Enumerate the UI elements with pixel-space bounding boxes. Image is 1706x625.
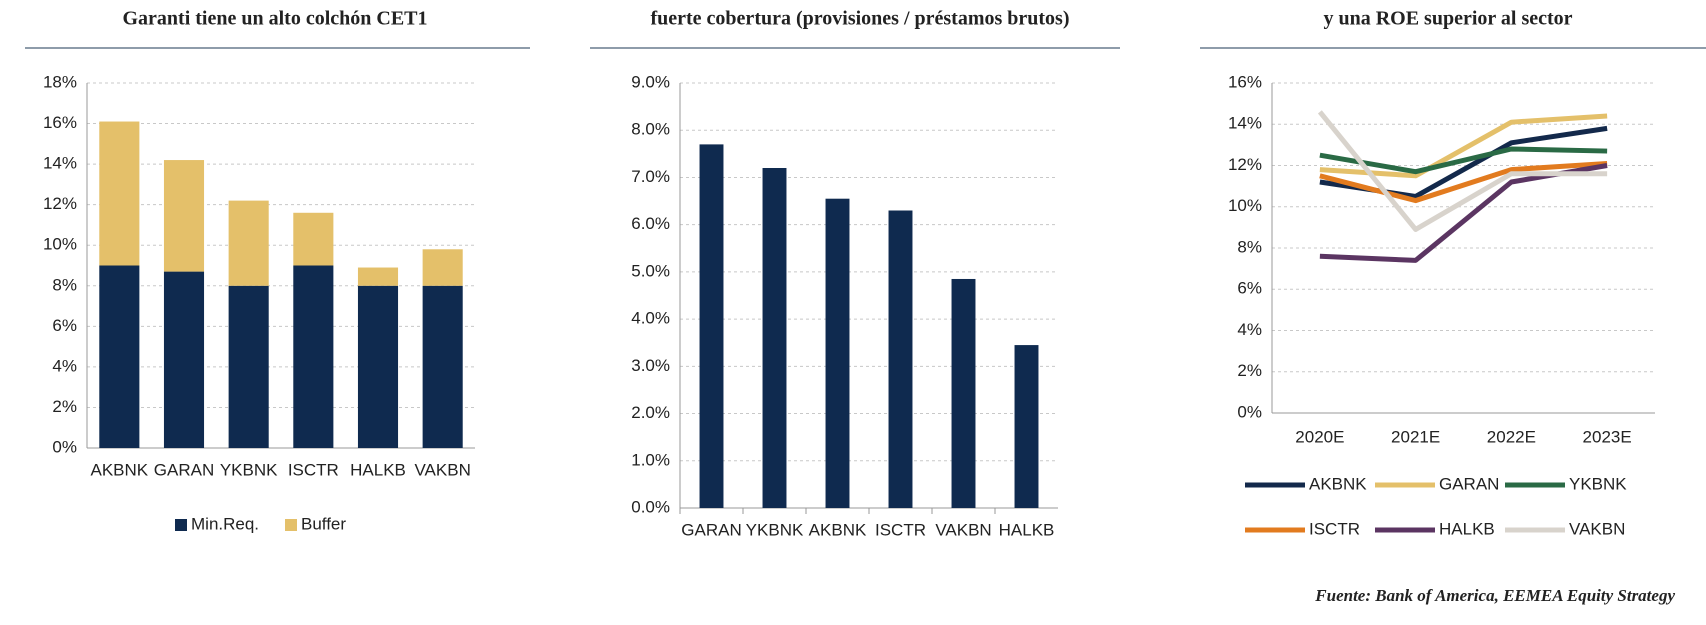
line-series (1317, 110, 1608, 232)
legend-label: Buffer (301, 514, 346, 533)
x-tick-label: 2022E (1487, 427, 1536, 446)
y-tick-label: 8% (1237, 237, 1262, 256)
line-series (1319, 146, 1608, 175)
y-tick-label: 3.0% (631, 356, 670, 375)
legend-label: VAKBN (1569, 519, 1625, 538)
y-tick-label: 4.0% (631, 309, 670, 328)
bar-segment (228, 200, 269, 286)
bar (762, 168, 787, 508)
y-tick-label: 10% (43, 235, 77, 254)
y-tick-label: 12% (1228, 155, 1262, 174)
y-tick-label: 14% (43, 154, 77, 173)
bar (699, 144, 724, 508)
y-tick-label: 18% (43, 72, 77, 91)
y-tick-label: 1.0% (631, 450, 670, 469)
bar-segment (357, 267, 399, 286)
bar-segment (293, 265, 334, 448)
bar-segment (293, 212, 334, 266)
y-tick-label: 5.0% (631, 261, 670, 280)
legend-label: YKBNK (1569, 474, 1627, 493)
chart-title: y una ROE superior al sector (1323, 8, 1572, 30)
bar-segment (163, 160, 205, 272)
chart-title: fuerte cobertura (provisiones / préstamo… (650, 8, 1069, 30)
y-tick-label: 2% (1237, 361, 1262, 380)
bar-segment (163, 271, 205, 448)
x-tick-label: AKBNK (91, 460, 149, 479)
bar-segment (99, 121, 140, 266)
bar-segment (422, 249, 463, 286)
bar-segment (99, 265, 140, 448)
legend-label: GARAN (1439, 474, 1499, 493)
source: Fuente: Bank of America, EEMEA Equity St… (1314, 586, 1675, 605)
y-tick-label: 8% (52, 275, 77, 294)
y-tick-label: 6% (1237, 279, 1262, 298)
legend-label: Min.Req. (191, 514, 259, 533)
bar-segment (357, 285, 399, 448)
y-tick-label: 16% (43, 113, 77, 132)
x-tick-label: 2023E (1583, 427, 1632, 446)
x-tick-label: YKBNK (220, 460, 278, 479)
x-tick-label: GARAN (681, 520, 741, 539)
line-series (1319, 163, 1608, 263)
y-tick-label: 10% (1228, 196, 1262, 215)
bar (1014, 345, 1039, 508)
legend-label: AKBNK (1309, 474, 1367, 493)
y-tick-label: 6.0% (631, 214, 670, 233)
x-tick-label: HALKB (999, 520, 1055, 539)
y-tick-label: 0% (1237, 402, 1262, 421)
line-series (1319, 160, 1608, 204)
y-tick-label: 14% (1228, 114, 1262, 133)
y-tick-label: 7.0% (631, 167, 670, 186)
x-tick-label: GARAN (154, 460, 214, 479)
bar (888, 210, 913, 508)
x-tick-label: ISCTR (875, 520, 926, 539)
legend-label: ISCTR (1309, 519, 1360, 538)
y-tick-label: 0.0% (631, 497, 670, 516)
x-tick-label: 2021E (1391, 427, 1440, 446)
y-tick-label: 9.0% (631, 72, 670, 91)
x-tick-label: YKBNK (746, 520, 804, 539)
x-tick-label: HALKB (350, 460, 406, 479)
bar (825, 198, 850, 508)
x-tick-label: VAKBN (414, 460, 470, 479)
y-tick-label: 6% (52, 316, 77, 335)
y-tick-label: 2.0% (631, 403, 670, 422)
x-tick-label: 2020E (1295, 427, 1344, 446)
x-tick-label: VAKBN (935, 520, 991, 539)
legend-label: HALKB (1439, 519, 1495, 538)
y-tick-label: 16% (1228, 72, 1262, 91)
x-tick-label: ISCTR (288, 460, 339, 479)
chart-title: Garanti tiene un alto colchón CET1 (122, 8, 427, 30)
y-tick-label: 12% (43, 194, 77, 213)
bar (951, 278, 976, 508)
y-tick-label: 2% (52, 397, 77, 416)
y-tick-label: 8.0% (631, 120, 670, 139)
bar-segment (228, 285, 269, 448)
bar-segment (422, 285, 463, 448)
legend-swatch (285, 519, 297, 531)
legend-swatch (175, 519, 187, 531)
y-tick-label: 0% (52, 437, 77, 456)
y-tick-label: 4% (52, 356, 77, 375)
y-tick-label: 4% (1237, 320, 1262, 339)
x-tick-label: AKBNK (809, 520, 867, 539)
